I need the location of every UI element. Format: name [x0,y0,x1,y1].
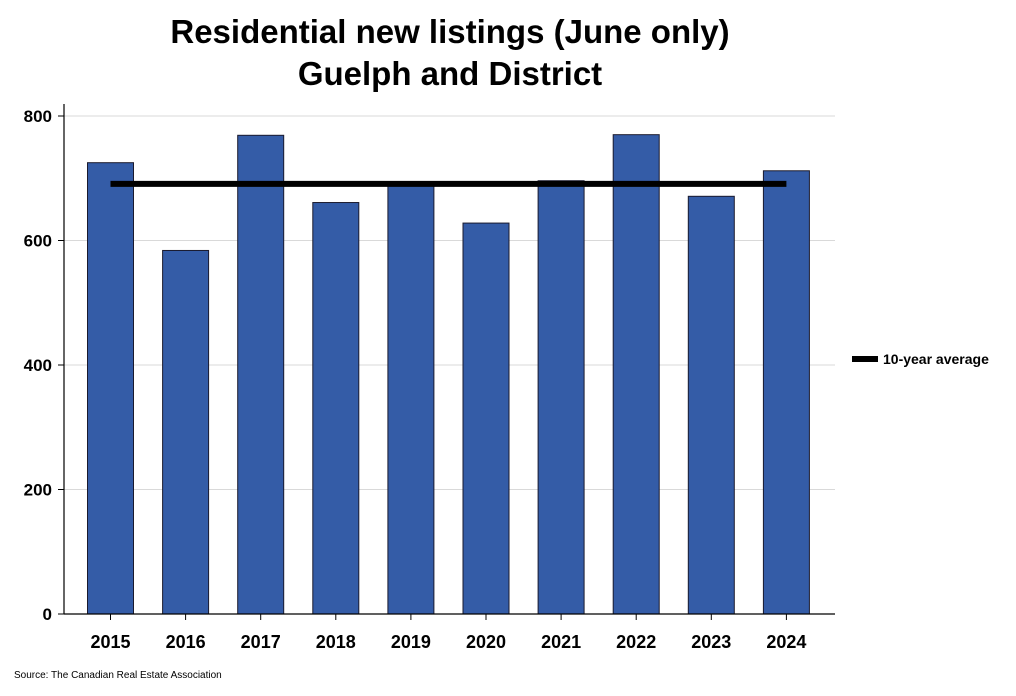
x-tick-label: 2019 [391,632,431,652]
x-tick-label: 2016 [166,632,206,652]
y-tick-label: 600 [24,232,52,251]
legend: 10-year average [852,351,989,367]
bar-2022 [612,134,660,615]
bar-2019 [387,182,435,615]
bar-2021 [537,180,585,615]
y-tick-label: 400 [24,356,52,375]
bar-2017 [237,134,285,615]
chart-title: Residential new listings (June only) [170,13,730,50]
axes [58,104,835,620]
x-tick-label: 2023 [691,632,731,652]
x-tick-label: 2020 [466,632,506,652]
x-tick-label: 2015 [90,632,130,652]
x-tick-label: 2017 [241,632,281,652]
bar-2020 [462,222,510,615]
bars [87,134,810,615]
source-note: Source: The Canadian Real Estate Associa… [14,670,222,681]
y-tick-label: 800 [24,107,52,126]
x-tick-label: 2021 [541,632,581,652]
x-tick-label: 2018 [316,632,356,652]
bar-2016 [162,249,210,615]
x-tick-label: 2022 [616,632,656,652]
bar-2023 [687,195,735,615]
bar-2024 [762,170,810,615]
tick-labels: 0 200 400 600 800 2015 2016 2017 2018 2019 2020 202… [24,107,807,652]
y-tick-label: 0 [43,605,52,624]
x-tick-label: 2024 [766,632,806,652]
y-tick-label: 200 [24,481,52,500]
bar-2018 [312,202,360,615]
legend-label: 10-year average [883,351,989,367]
chart-subtitle: Guelph and District [297,55,603,92]
bar-2015 [87,162,134,615]
